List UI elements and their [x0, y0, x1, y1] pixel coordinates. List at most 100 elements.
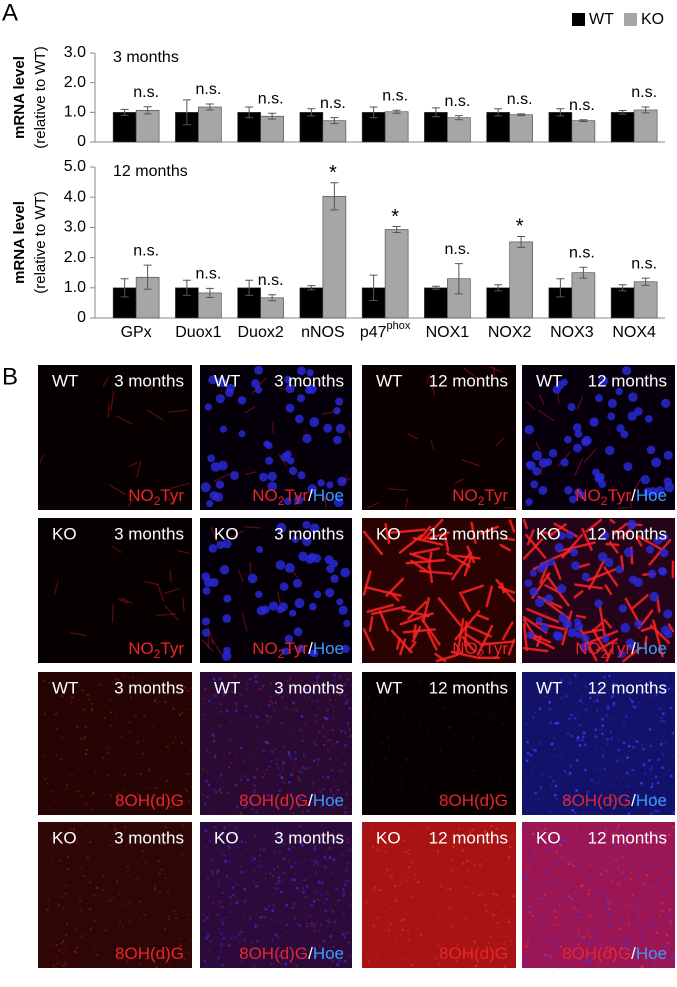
speckle	[471, 736, 474, 739]
speckle	[114, 829, 117, 832]
speckle	[568, 956, 571, 959]
nucleus-speckle	[663, 676, 666, 679]
speckle	[216, 914, 219, 917]
fiber	[501, 621, 514, 641]
nucleus-speckle	[549, 953, 553, 956]
speckle	[420, 839, 423, 842]
nucleus-speckle	[278, 748, 281, 751]
speckle	[93, 900, 95, 902]
nucleus-speckle	[344, 744, 347, 747]
nucleus-speckle	[221, 923, 225, 926]
speckle	[232, 676, 235, 679]
speckle	[473, 940, 476, 943]
nucleus-speckle	[577, 915, 581, 919]
fiber	[399, 638, 407, 656]
nucleus	[534, 597, 545, 608]
speckle	[212, 701, 214, 703]
nucleus-speckle	[527, 752, 531, 755]
speckle	[217, 903, 220, 906]
micrograph	[38, 672, 192, 815]
speckle	[411, 703, 414, 706]
nucleus-speckle	[313, 845, 316, 848]
nucleus-speckle	[218, 855, 221, 858]
speckle	[388, 929, 391, 932]
stain-subscript: 2	[601, 494, 608, 508]
error-bar	[454, 263, 463, 295]
speckle	[107, 774, 110, 777]
nucleus	[525, 498, 533, 506]
speckle	[74, 951, 77, 954]
speckle	[610, 956, 613, 959]
y-axis-label-note: (relative to WT)	[32, 191, 49, 294]
age-label: 12 months	[588, 678, 667, 697]
nucleus-speckle	[300, 786, 304, 790]
speckle	[631, 886, 634, 889]
speckle	[661, 910, 664, 913]
speckle	[560, 757, 563, 760]
speckle	[475, 949, 478, 952]
nucleus-speckle	[265, 714, 268, 717]
speckle	[293, 796, 296, 799]
speckle	[384, 851, 387, 854]
nucleus-speckle	[226, 709, 229, 712]
nucleus-speckle	[662, 720, 666, 723]
speckle	[457, 713, 460, 716]
speckle	[344, 810, 347, 813]
speckle	[83, 874, 86, 877]
speckle	[83, 689, 86, 692]
nucleus	[302, 520, 311, 529]
fiber	[613, 522, 628, 535]
speckle	[582, 936, 585, 939]
nucleus	[325, 588, 335, 598]
nucleus-speckle	[313, 692, 316, 695]
speckle	[457, 827, 460, 830]
speckle	[87, 929, 89, 931]
nucleus-speckle	[534, 941, 537, 945]
speckle	[632, 786, 635, 789]
speckle	[642, 707, 644, 709]
speckle	[543, 749, 546, 752]
speckle	[408, 853, 411, 856]
nucleus	[568, 495, 577, 504]
nucleus-speckle	[284, 825, 288, 828]
bar	[548, 112, 573, 143]
speckle	[646, 874, 649, 877]
speckle	[281, 764, 284, 767]
speckle	[555, 916, 558, 919]
nucleus-speckle	[609, 874, 612, 877]
nucleus-speckle	[305, 688, 308, 691]
speckle	[509, 742, 512, 745]
speckle	[556, 689, 559, 692]
speckle	[493, 755, 495, 757]
speckle	[556, 742, 559, 745]
nucleus-speckle	[243, 795, 247, 799]
nucleus-speckle	[650, 766, 654, 769]
speckle	[339, 694, 342, 697]
speckle	[150, 778, 152, 780]
speckle	[132, 858, 135, 861]
nucleus	[323, 423, 333, 433]
fiber	[552, 561, 562, 581]
nucleus-speckle	[525, 722, 528, 726]
speckle	[185, 913, 188, 916]
speckle	[337, 830, 340, 833]
nucleus-speckle	[287, 753, 291, 756]
nucleus-speckle	[626, 936, 629, 939]
nucleus-speckle	[267, 765, 271, 768]
nucleus-speckle	[560, 696, 564, 699]
speckle	[658, 723, 661, 726]
fiber	[598, 606, 607, 638]
nucleus-speckle	[207, 750, 211, 754]
speckle	[402, 918, 405, 921]
nucleus-speckle	[325, 858, 329, 862]
speckle	[628, 910, 631, 913]
speckle	[235, 784, 238, 787]
nucleus-speckle	[300, 771, 304, 774]
speckle	[443, 678, 446, 681]
nucleus-speckle	[562, 838, 566, 841]
nucleus-speckle	[228, 860, 231, 863]
nucleus-speckle	[270, 751, 274, 754]
fiber	[241, 612, 248, 632]
speckle	[642, 922, 645, 925]
speckle	[346, 837, 349, 840]
